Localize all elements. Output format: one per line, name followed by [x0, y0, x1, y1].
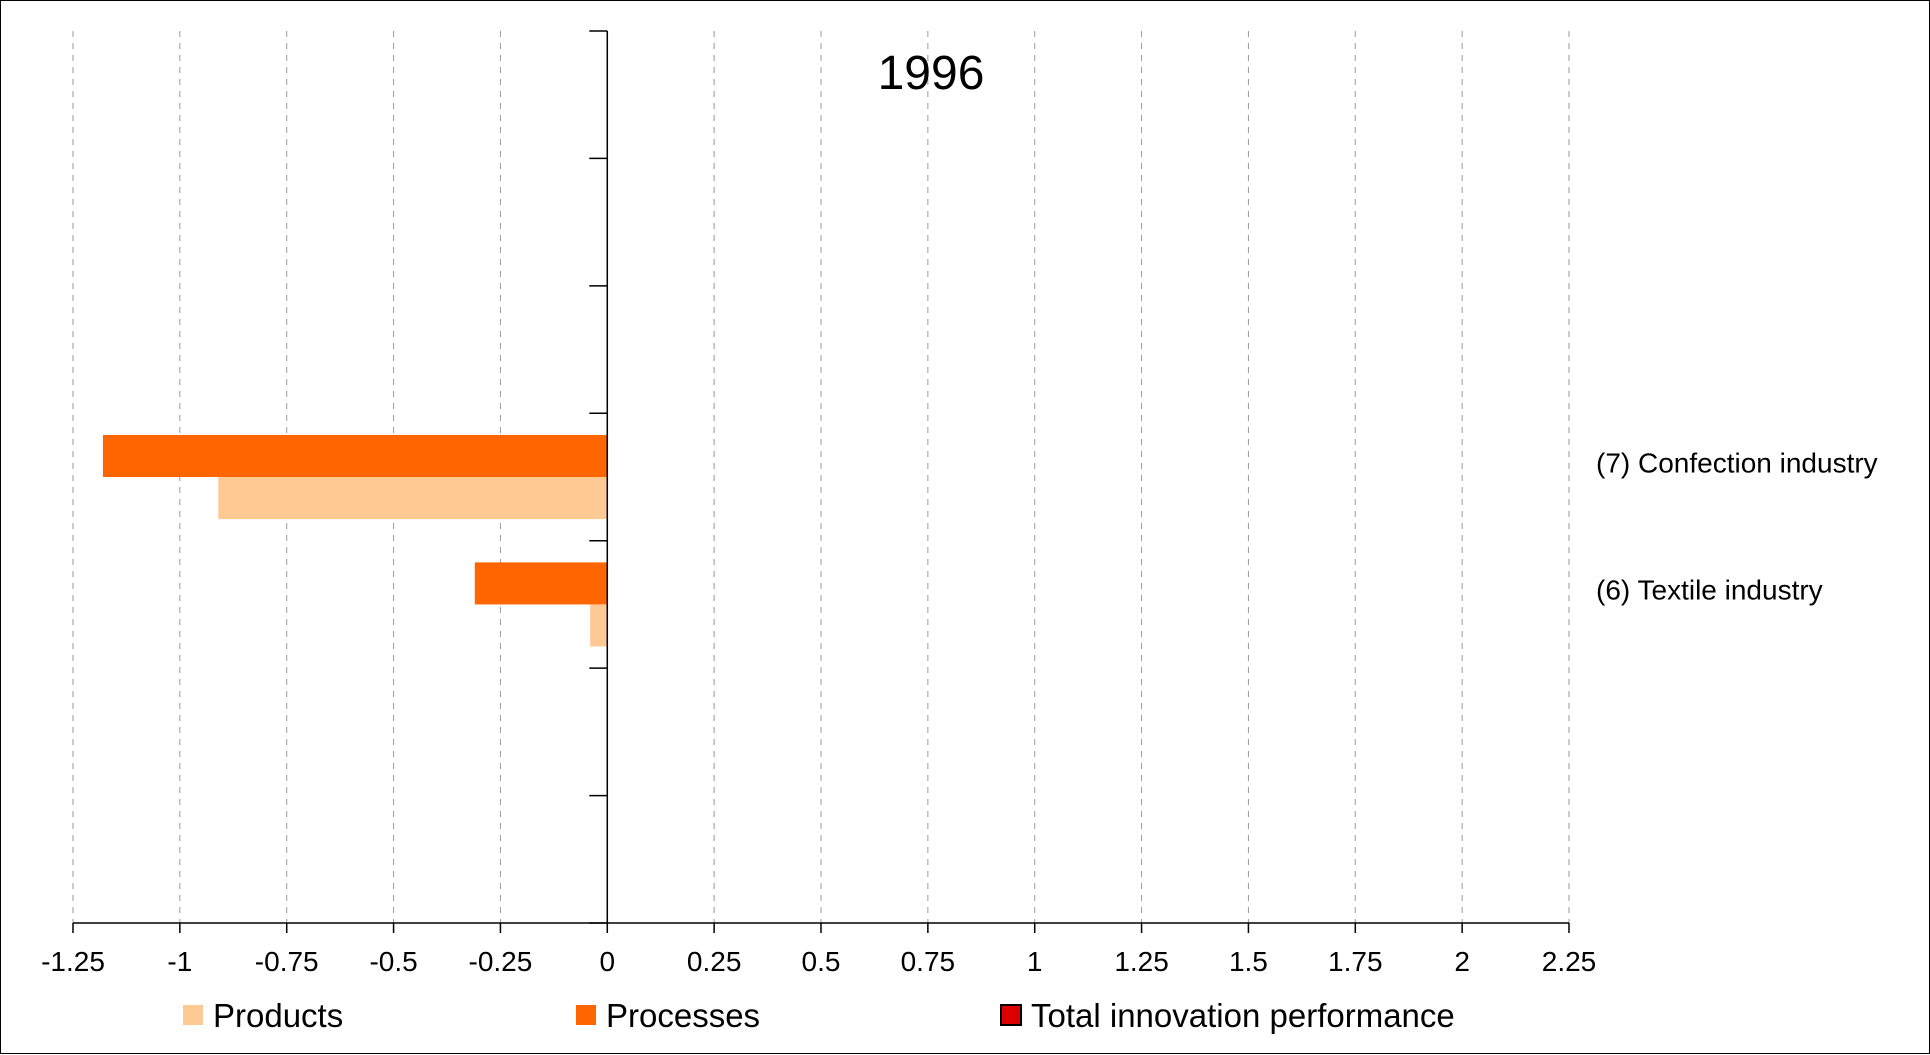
legend-swatch [1000, 1004, 1022, 1026]
x-tick-label: -0.5 [369, 946, 417, 977]
processes-bar [474, 562, 608, 605]
legend-label: Processes [606, 997, 760, 1034]
x-tick-label: 2.25 [1542, 946, 1597, 977]
legend-label: Products [213, 997, 343, 1034]
chart-title: 1996 [878, 47, 985, 100]
x-tick-label: 1.5 [1229, 946, 1268, 977]
category-label: (7) Confection industry [1596, 447, 1878, 478]
products-bar [218, 477, 608, 520]
x-tick-label: -1 [167, 946, 192, 977]
x-tick-label: -0.25 [469, 946, 533, 977]
x-tick-label: 0.25 [687, 946, 742, 977]
x-tick-label: 1.25 [1114, 946, 1169, 977]
products-bar [590, 604, 608, 647]
legend-item: Products [183, 997, 343, 1034]
x-tick-label: 0.75 [901, 946, 956, 977]
legend-item: Processes [576, 997, 760, 1034]
x-tick-label: 0.5 [802, 946, 841, 977]
legend-swatch [183, 1005, 203, 1025]
legend-swatch [576, 1005, 596, 1025]
x-tick-label: 1 [1027, 946, 1043, 977]
category-label: (6) Textile industry [1596, 575, 1823, 606]
x-tick-label: 2 [1454, 946, 1470, 977]
x-tick-label: -0.75 [255, 946, 319, 977]
legend-label: Total innovation performance [1031, 997, 1455, 1034]
processes-bar [102, 434, 608, 477]
x-tick-label: 1.75 [1328, 946, 1383, 977]
x-tick-label: -1.25 [41, 946, 105, 977]
legend-item: Total innovation performance [1000, 997, 1455, 1034]
x-tick-label: 0 [599, 946, 615, 977]
